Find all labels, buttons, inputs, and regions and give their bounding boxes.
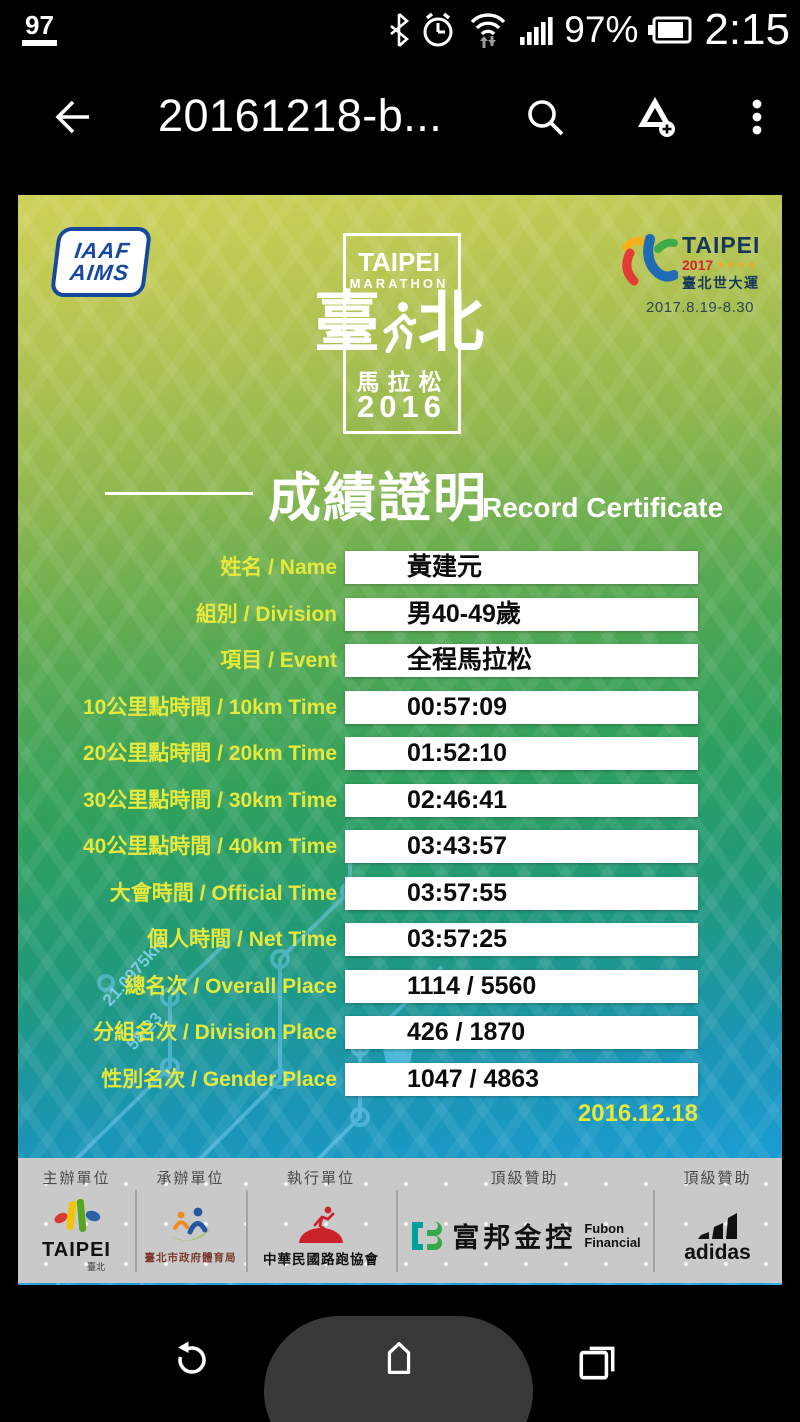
runner-icon xyxy=(383,302,416,354)
drive-add-icon[interactable] xyxy=(630,92,680,142)
record-row: 分組名次 / Division Place 426 / 1870 xyxy=(18,1016,782,1049)
nav-back-icon[interactable] xyxy=(170,1338,214,1382)
certificate-image[interactable]: 21.0975km 58:23 IAAF AIMS TAIPEI MARATHO… xyxy=(18,195,782,1285)
record-row: 總名次 / Overall Place 1114 / 5560 xyxy=(18,970,782,1003)
marathon-logo-cn-sub: 馬拉松 xyxy=(356,369,450,395)
overflow-menu-icon[interactable] xyxy=(735,95,779,139)
universiade-name: TAIPEI xyxy=(682,232,761,258)
wifi-icon xyxy=(471,13,506,48)
aims-label: AIMS xyxy=(68,260,131,285)
record-row: 40公里點時間 / 40km Time 03:43:57 xyxy=(18,830,782,863)
sponsor-organizer: 主辦單位 TAIPEI 臺北 xyxy=(42,1170,111,1272)
footer-divider xyxy=(653,1190,655,1272)
nav-home-icon[interactable] xyxy=(377,1336,421,1380)
battery-percent: 97% xyxy=(564,9,639,50)
sponsor-footer: 主辦單位 TAIPEI 臺北 承辦單位 xyxy=(18,1158,782,1283)
record-row: 項目 / Event 全程馬拉松 xyxy=(18,644,782,677)
nav-recents-icon[interactable] xyxy=(575,1340,619,1384)
marathon-logo-cjk: 臺 北 xyxy=(299,285,499,359)
record-row: 10公里點時間 / 10km Time 00:57:09 xyxy=(18,691,782,724)
bluetooth-icon xyxy=(390,13,410,47)
sponsor-road-running: 執行單位 中華民國路跑協會 xyxy=(263,1170,379,1267)
footer-divider xyxy=(135,1190,137,1272)
road-running-logo xyxy=(299,1206,343,1243)
universiade-year: 2017 xyxy=(682,257,714,274)
adidas-logo xyxy=(697,1212,737,1239)
fubon-logo xyxy=(412,1221,443,1250)
status-bar-right: 97% 2:15 xyxy=(388,0,790,60)
record-row: 大會時間 / Official Time 03:57:55 xyxy=(18,877,782,910)
record-row: 20公里點時間 / 20km Time 01:52:10 xyxy=(18,737,782,770)
record-row: 組別 / Division 男40-49歲 xyxy=(18,598,782,631)
certificate-title-cn: 成績證明 xyxy=(268,469,488,528)
sponsor-adidas: 頂級贊助 adidas xyxy=(683,1170,752,1264)
record-row: 30公里點時間 / 30km Time 02:46:41 xyxy=(18,784,782,817)
marathon-logo-taipei: TAIPEI xyxy=(358,247,440,277)
marathon-logo-cn-left: 臺 xyxy=(314,285,380,359)
back-icon[interactable] xyxy=(48,95,92,139)
universiade-dates: 2017.8.19-8.30 xyxy=(646,299,754,316)
marathon-logo-frame xyxy=(343,233,461,434)
universiade-cn: 臺北世大運 xyxy=(682,275,760,292)
clock-time: 2:15 xyxy=(704,5,790,54)
marathon-logo-cn-right: 北 xyxy=(418,285,484,359)
alarm-icon xyxy=(423,12,453,47)
record-row: 性別名次 / Gender Place 1047 / 4863 xyxy=(18,1063,782,1096)
marathon-logo-year: 2016 xyxy=(357,389,446,424)
footer-divider xyxy=(246,1190,248,1272)
battery-icon xyxy=(648,16,692,44)
marathon-logo-marathon: MARATHON xyxy=(349,276,449,291)
taipei-city-logo xyxy=(53,1198,100,1232)
certificate-date: 2016.12.18 xyxy=(577,1100,698,1127)
home-button-pill xyxy=(264,1316,533,1422)
record-row: 個人時間 / Net Time 03:57:25 xyxy=(18,923,782,956)
iaaf-aims-logo: IAAF AIMS xyxy=(49,227,153,297)
footer-divider xyxy=(396,1190,398,1272)
certificate-title-en: Record Certificate xyxy=(482,492,724,523)
sponsor-sports-bureau: 承辦單位 臺北市政府體育局 xyxy=(144,1170,237,1264)
record-row: 姓名 / Name 黃建元 xyxy=(18,551,782,584)
search-icon[interactable] xyxy=(523,95,567,139)
universiade-mark-icon xyxy=(622,234,678,286)
signal-icon xyxy=(520,17,553,45)
notification-count: 97 xyxy=(22,12,57,46)
sponsor-fubon: 頂級贊助 富邦金控 Fubon Financial xyxy=(396,1158,653,1283)
title-rule xyxy=(105,492,253,495)
sports-bureau-logo xyxy=(170,1207,211,1241)
universiade-stars: ★★★★ xyxy=(717,259,758,271)
iaaf-label: IAAF xyxy=(73,238,132,263)
universiade-logo: TAIPEI 2017 ★★★★ 臺北世大運 2017.8.19-8.30 xyxy=(616,225,782,321)
page-title: 20161218-b... xyxy=(158,90,443,141)
